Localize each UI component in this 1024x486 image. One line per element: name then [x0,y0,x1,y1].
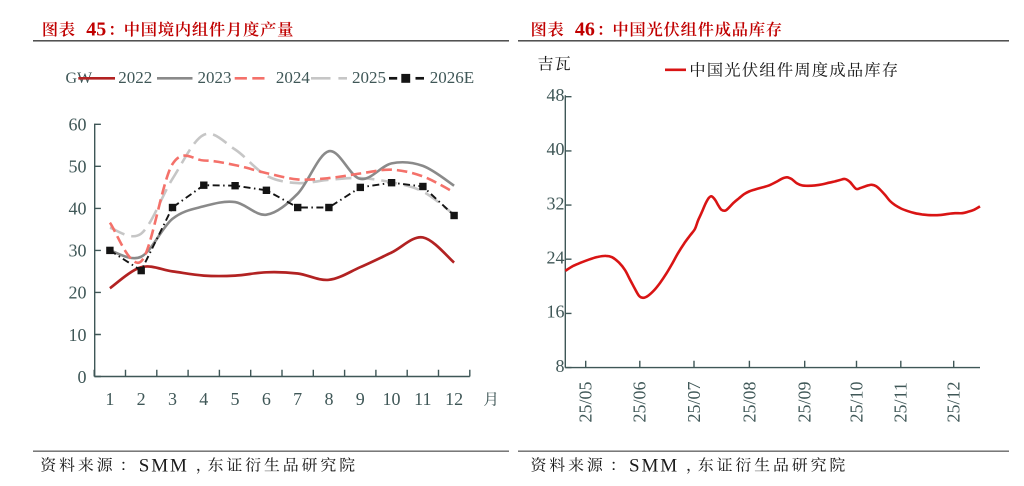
svg-text:25/07: 25/07 [684,381,704,422]
svg-text:2: 2 [137,389,146,409]
svg-text:25/06: 25/06 [630,381,650,422]
svg-text:16: 16 [547,302,565,322]
svg-text:25/12: 25/12 [944,381,964,422]
svg-text:46: 46 [575,19,595,41]
svg-text:24: 24 [547,248,565,268]
svg-text:0: 0 [78,367,87,387]
svg-text:2022: 2022 [118,68,152,87]
svg-text:2025: 2025 [352,68,386,87]
svg-text:10: 10 [69,325,87,345]
svg-text:40: 40 [69,199,87,219]
svg-text:10: 10 [383,389,401,409]
svg-text:25/08: 25/08 [739,381,759,422]
svg-text:25/11: 25/11 [891,382,911,422]
svg-text:2024: 2024 [276,68,311,87]
svg-text:SMM: SMM [629,455,679,476]
svg-text:45: 45 [86,19,106,41]
svg-text:50: 50 [69,157,87,177]
svg-text:4: 4 [199,389,208,409]
svg-text:6: 6 [262,389,271,409]
svg-text:20: 20 [69,283,87,303]
svg-text:25/10: 25/10 [846,381,866,422]
svg-text:8: 8 [324,389,333,409]
svg-text:11: 11 [414,389,431,409]
svg-text:25/05: 25/05 [576,381,596,422]
svg-text:48: 48 [547,85,565,105]
svg-text:32: 32 [547,193,565,213]
svg-text:7: 7 [293,389,302,409]
svg-text:3: 3 [168,389,177,409]
svg-text:30: 30 [69,241,87,261]
svg-text:9: 9 [356,389,365,409]
svg-text:60: 60 [69,115,87,135]
svg-text:2026E: 2026E [430,68,474,87]
svg-text:5: 5 [231,389,240,409]
svg-text:12: 12 [445,389,463,409]
svg-text:1: 1 [105,389,114,409]
svg-text:2023: 2023 [198,68,232,87]
svg-text:25/09: 25/09 [795,381,815,422]
svg-text:40: 40 [547,139,565,159]
svg-text:SMM: SMM [139,455,189,476]
svg-text:8: 8 [556,356,565,376]
